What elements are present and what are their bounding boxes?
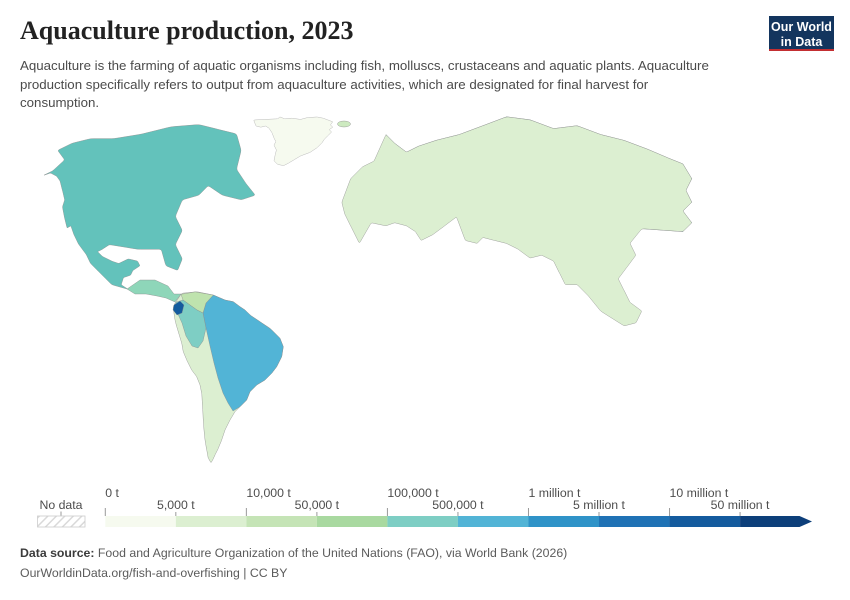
svg-text:5,000 t: 5,000 t: [157, 498, 195, 512]
svg-text:50 million t: 50 million t: [711, 498, 770, 512]
svg-text:0 t: 0 t: [105, 486, 119, 500]
svg-text:10,000 t: 10,000 t: [246, 486, 291, 500]
svg-text:5 million t: 5 million t: [573, 498, 626, 512]
svg-text:50,000 t: 50,000 t: [295, 498, 340, 512]
svg-text:No data: No data: [39, 498, 82, 512]
svg-text:500,000 t: 500,000 t: [432, 498, 484, 512]
